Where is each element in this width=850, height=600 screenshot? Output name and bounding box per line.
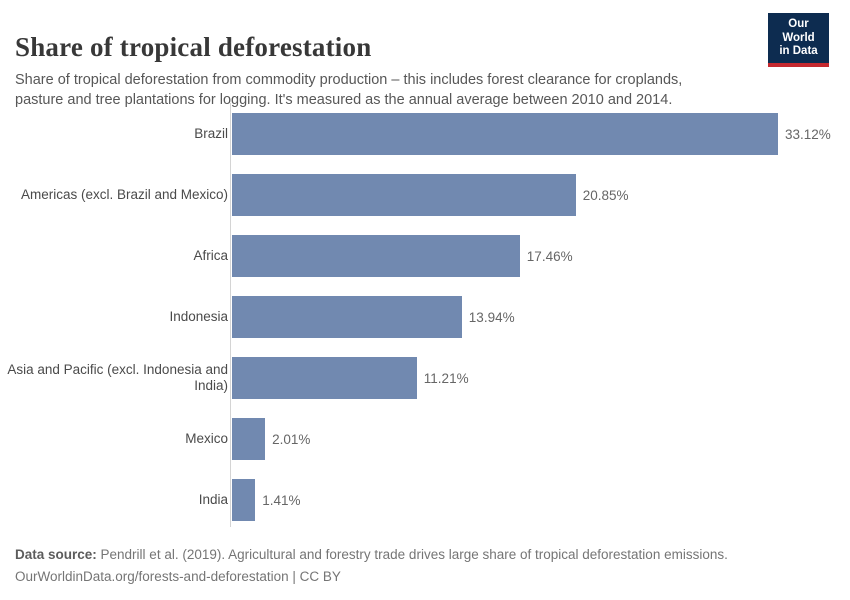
bar-row-mexico: Mexico 2.01%: [0, 418, 850, 460]
bar-indonesia[interactable]: [232, 296, 462, 338]
bar-row-india: India 1.41%: [0, 479, 850, 521]
category-label-asia-and-pacific-excl-indonesia-and-india: Asia and Pacific (excl. Indonesia and In…: [7, 362, 228, 393]
data-source-label: Data source:: [15, 547, 97, 562]
category-label-brazil: Brazil: [194, 126, 228, 141]
chart-subtitle: Share of tropical deforestation from com…: [15, 71, 683, 109]
value-label-asia-and-pacific-excl-indonesia-and-india: 11.21%: [423, 370, 469, 386]
value-label-mexico: 2.01%: [272, 431, 311, 447]
category-label-mexico: Mexico: [185, 431, 228, 446]
value-label-americas-excl-brazil-and-mexico: 20.85%: [582, 187, 629, 203]
category-label-indonesia: Indonesia: [169, 309, 228, 324]
owid-logo-line2: in Data: [779, 45, 818, 57]
bar-africa[interactable]: [232, 235, 520, 277]
bar-india[interactable]: [232, 479, 256, 521]
bar-chart: Brazil 33.12% Americas (excl. Brazil and M…: [0, 103, 850, 527]
data-source-line: Data source: Pendrill et al. (2019). Agr…: [15, 544, 835, 566]
bar-row-asia-and-pacific-excl-indonesia-and-india: Asia and Pacific (excl. Indonesia and In…: [0, 357, 850, 399]
bar-rows: Brazil 33.12% Americas (excl. Brazil and M…: [0, 113, 850, 521]
bar-brazil[interactable]: [232, 113, 778, 155]
bar-row-brazil: Brazil 33.12%: [0, 113, 850, 155]
bar-row-americas-excl-brazil-and-mexico: Americas (excl. Brazil and Mexico) 20.85%: [0, 174, 850, 216]
value-label-indonesia: 13.94%: [468, 309, 515, 325]
category-label-americas-excl-brazil-and-mexico: Americas (excl. Brazil and Mexico): [20, 187, 228, 202]
chart-footer: Data source: Pendrill et al. (2019). Agr…: [15, 544, 835, 588]
citation-line: OurWorldinData.org/forests-and-deforesta…: [15, 569, 341, 584]
y-axis-line: [230, 103, 231, 527]
bar-asia-and-pacific-excl-indonesia-and-india[interactable]: [232, 357, 417, 399]
bar-row-africa: Africa 17.46%: [0, 235, 850, 277]
category-label-india: India: [198, 492, 228, 507]
bar-row-indonesia: Indonesia 13.94%: [0, 296, 850, 338]
bar-americas-excl-brazil-and-mexico[interactable]: [232, 174, 576, 216]
category-label-africa: Africa: [193, 248, 228, 263]
bar-mexico[interactable]: [232, 418, 266, 460]
owid-logo[interactable]: Our World in Data: [768, 13, 829, 67]
chart-title: Share of tropical deforestation: [15, 32, 372, 63]
owid-logo-line1: Our World: [782, 18, 815, 44]
data-source-text: Pendrill et al. (2019). Agricultural and…: [96, 547, 728, 562]
value-label-india: 1.41%: [262, 492, 301, 508]
value-label-brazil: 33.12%: [785, 126, 831, 142]
value-label-africa: 17.46%: [526, 248, 573, 264]
